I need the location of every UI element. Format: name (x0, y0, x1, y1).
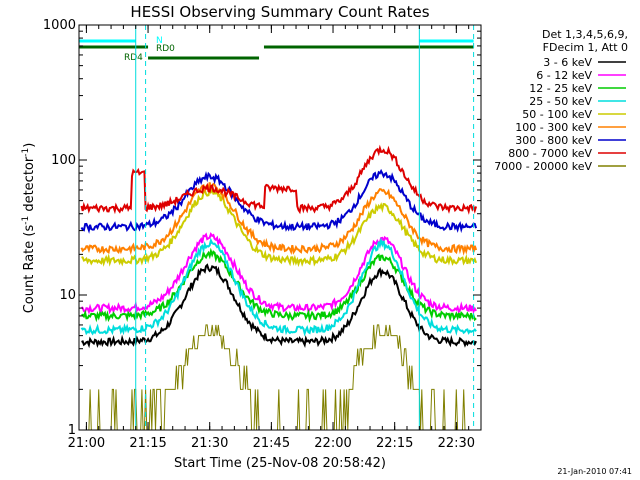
y-axis-ticks: 1 10 100 1000 (43, 18, 481, 438)
legend-label: 800 - 7000 keV (508, 147, 592, 160)
y-tick-label: 100 (51, 153, 76, 168)
x-tick-label: 21:45 (253, 436, 290, 451)
x-tick-label: 22:00 (314, 436, 351, 451)
series-line-6-12keV (80, 232, 477, 315)
x-tick-label: 21:15 (129, 436, 166, 451)
x-axis-ticks: 21:00 21:15 21:30 21:45 22:00 22:15 22:30 (68, 25, 475, 451)
legend-label: 50 - 100 keV (522, 108, 592, 121)
legend-label: 25 - 50 keV (529, 95, 592, 108)
x-tick-label: 22:15 (376, 436, 413, 451)
status-bar-label: RD4 (124, 53, 143, 63)
y-axis-label: Count Rate (s-1 detector-1) (21, 143, 37, 314)
series-line-12-25keV (81, 247, 477, 324)
y-tick-label: 1000 (43, 18, 76, 33)
status-bar-label: N (156, 36, 163, 46)
x-axis-label: Start Time (25-Nov-08 20:58:42) (174, 456, 386, 471)
legend-label: 6 - 12 keV (536, 69, 592, 82)
vline-layer (135, 25, 475, 430)
x-tick-label: 21:30 (191, 436, 228, 451)
y-tick-label: 10 (59, 288, 76, 303)
legend-label: 300 - 800 keV (515, 134, 592, 147)
series-line-25-50keV (80, 237, 477, 337)
legend-header-line2: FDecim 1, Att 0 (543, 41, 628, 54)
chart-title: HESSI Observing Summary Count Rates (130, 3, 429, 21)
series-line-300-800keV (80, 168, 478, 234)
series-line-50-100keV (81, 184, 478, 268)
legend-label: 100 - 300 keV (515, 121, 592, 134)
series-line-800-7000keV (80, 144, 478, 215)
legend-label: 12 - 25 keV (529, 82, 592, 95)
series-layer (80, 144, 478, 431)
series-line-100-300keV (80, 182, 478, 256)
legend: Det 1,3,4,5,6,9, FDecim 1, Att 0 3 - 6 k… (494, 28, 628, 173)
x-tick-label: 22:30 (438, 436, 475, 451)
legend-label: 3 - 6 keV (543, 56, 592, 69)
x-tick-label: 21:00 (68, 436, 105, 451)
timestamp: 21-Jan-2010 07:41 (557, 467, 632, 476)
plot-frame (78, 24, 482, 431)
legend-label: 7000 - 20000 keV (494, 160, 592, 173)
series-line-3-6keV (81, 263, 477, 349)
y-tick-label: 1 (68, 423, 76, 438)
legend-header-line1: Det 1,3,4,5,6,9, (542, 28, 628, 41)
status-bar-label: RD0 (156, 44, 175, 54)
